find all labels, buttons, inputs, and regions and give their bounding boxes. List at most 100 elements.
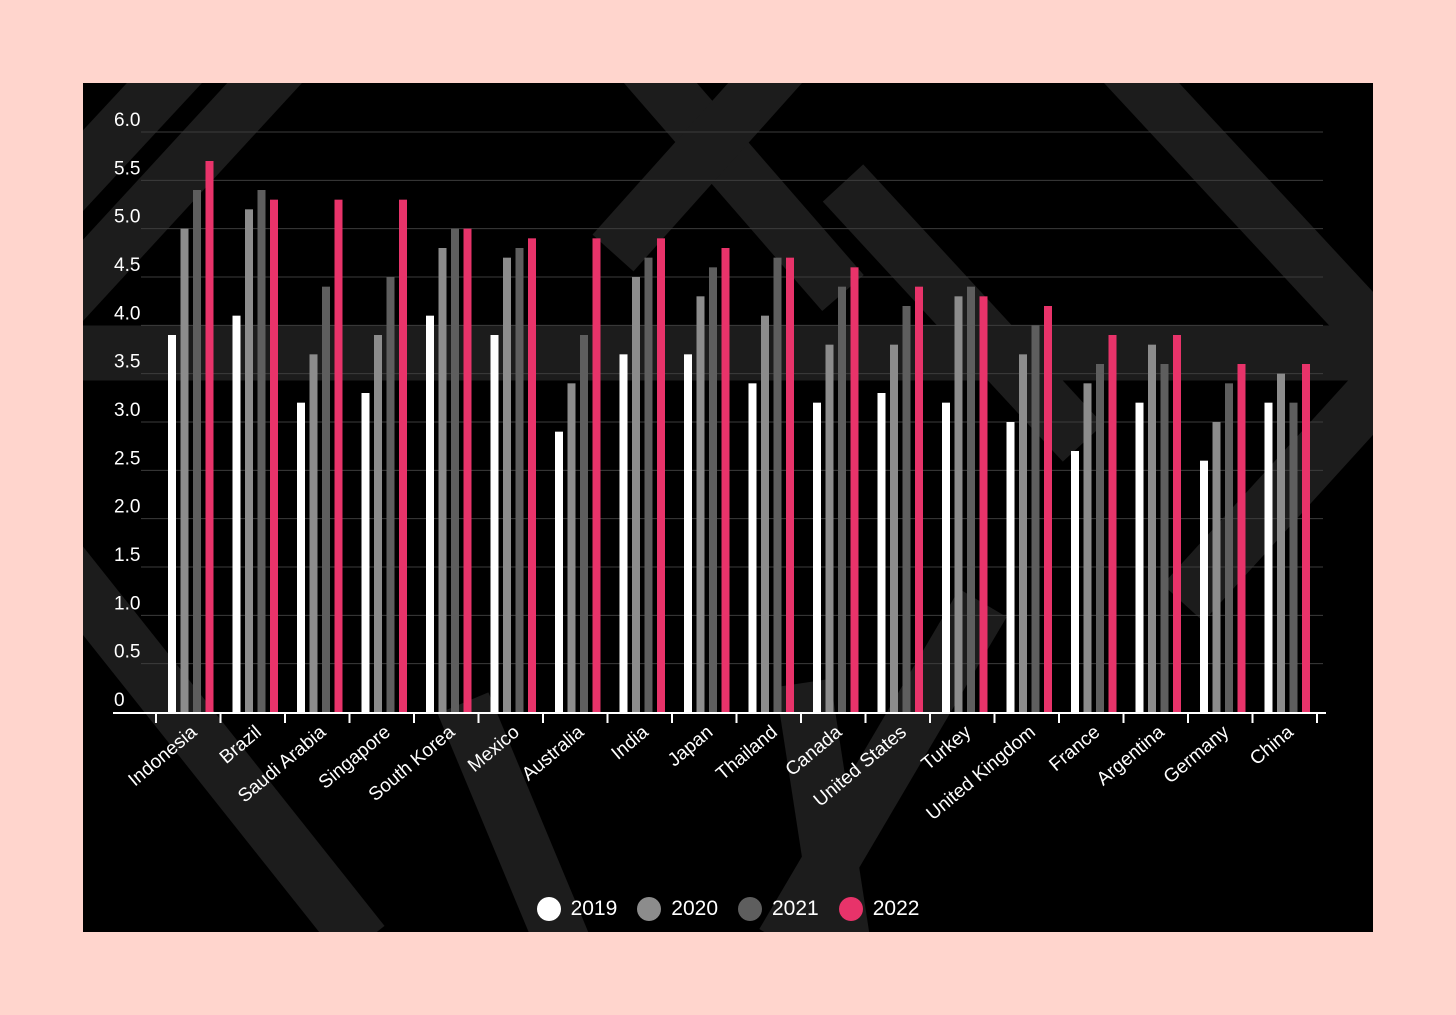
bar — [180, 228, 189, 712]
bar-chart: 0 0.5 1.0 1.5 2.0 2.5 3.0 3.5 4.0 4.5 5.0 5.5 6.0 In… — [83, 83, 1373, 932]
y-axis-ticks: 0 0.5 1.0 1.5 2.0 2.5 3.0 3.5 4.0 4.5 5.0 5.5 6.0 — [114, 110, 140, 711]
bar — [1289, 402, 1298, 712]
bar — [877, 393, 886, 712]
bar — [813, 402, 821, 712]
bar — [555, 431, 563, 712]
y-tick-label: 2.5 — [114, 448, 140, 469]
y-tick-label: 4.5 — [114, 255, 140, 276]
bar — [954, 296, 963, 712]
bar — [1006, 422, 1015, 712]
bar — [232, 315, 241, 712]
bars — [168, 161, 1310, 713]
x-category-label: Thailand — [712, 722, 781, 785]
bar — [761, 315, 769, 712]
bar — [245, 209, 253, 712]
bar — [850, 267, 859, 712]
bar — [709, 267, 717, 712]
x-category-label: Japan — [664, 722, 717, 771]
bar — [1096, 364, 1104, 712]
bar — [1019, 354, 1027, 712]
bar — [1173, 335, 1181, 712]
bar — [1160, 364, 1169, 712]
x-category-label: India — [608, 721, 653, 764]
bar — [979, 296, 988, 712]
bar — [592, 238, 601, 713]
y-tick-label: 5.5 — [114, 158, 140, 179]
y-tick-label: 0.5 — [114, 642, 140, 663]
bar — [967, 286, 975, 712]
bar — [1083, 383, 1092, 712]
bar — [1237, 364, 1246, 712]
bar — [696, 296, 705, 712]
x-category-label: France — [1045, 722, 1104, 776]
bar — [438, 248, 447, 712]
bar — [205, 161, 214, 712]
legend-item: 2019 — [536, 897, 618, 921]
legend: 2019 2020 2021 2022 — [83, 897, 1373, 921]
bar — [515, 248, 524, 712]
bar — [1031, 325, 1040, 712]
legend-label: 2020 — [671, 897, 718, 920]
bar — [399, 199, 407, 713]
bar — [270, 199, 278, 713]
x-category-label: Australia — [518, 721, 588, 785]
x-category-label: China — [1246, 721, 1298, 769]
bar — [915, 286, 923, 712]
y-tick-label: 6.0 — [114, 110, 140, 131]
legend-label: 2021 — [772, 897, 819, 920]
bar — [644, 257, 653, 712]
bar — [890, 344, 898, 712]
y-tick-label: 3.0 — [114, 400, 140, 421]
bar — [786, 257, 794, 712]
bar — [773, 257, 782, 712]
x-axis — [113, 712, 1326, 723]
chart-panel: 0 0.5 1.0 1.5 2.0 2.5 3.0 3.5 4.0 4.5 5.0 5.5 6.0 In… — [83, 83, 1373, 932]
bar — [1302, 364, 1310, 712]
bar — [451, 228, 459, 712]
legend-swatch — [738, 897, 762, 921]
bar — [297, 402, 305, 712]
y-tick-label: 3.5 — [114, 352, 140, 373]
bar — [942, 402, 950, 712]
y-tick-label: 1.0 — [114, 593, 140, 614]
bar — [503, 257, 511, 712]
bar — [361, 393, 370, 712]
gridlines — [141, 131, 1323, 665]
legend-item: 2021 — [738, 897, 819, 921]
legend-swatch — [637, 897, 662, 921]
legend-item: 2022 — [838, 897, 919, 921]
bar — [1108, 335, 1117, 712]
legend-swatch — [536, 897, 561, 921]
bar — [374, 335, 382, 712]
bar — [1071, 451, 1079, 712]
y-tick-label: 0 — [114, 690, 125, 711]
bar — [838, 286, 846, 712]
x-category-label: Argentina — [1093, 721, 1169, 790]
bar — [1135, 402, 1144, 712]
legend-label: 2019 — [570, 897, 618, 920]
bar — [490, 335, 499, 712]
bar — [619, 354, 628, 712]
bar — [567, 383, 576, 712]
bar — [1264, 402, 1273, 712]
bar — [463, 228, 472, 712]
bar — [1200, 460, 1208, 712]
y-tick-label: 2.0 — [114, 497, 140, 518]
bar — [580, 335, 588, 712]
x-category-label: Germany — [1160, 721, 1234, 788]
bar — [825, 344, 834, 712]
bar — [684, 354, 692, 712]
bar — [528, 238, 536, 713]
bar — [168, 335, 176, 712]
bar — [721, 248, 730, 712]
bar — [1212, 422, 1221, 712]
x-category-label: United Kingdom — [923, 722, 1040, 825]
y-tick-label: 4.0 — [114, 303, 140, 324]
bar — [1277, 373, 1285, 712]
bar — [426, 315, 434, 712]
legend-swatch — [838, 897, 863, 921]
bar — [1148, 344, 1156, 712]
bar — [748, 383, 757, 712]
bar — [334, 199, 343, 713]
bar — [309, 354, 318, 712]
